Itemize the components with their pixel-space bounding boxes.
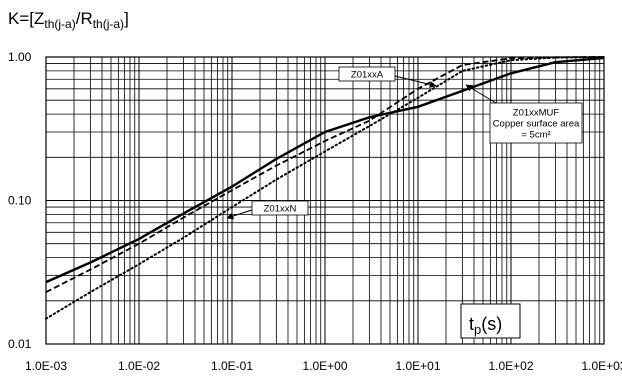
y-tick-label: 0.01 (8, 337, 32, 351)
annotation-z01xxmuf-text: Z01xxMUF (513, 108, 560, 119)
annotation-z01xxn-arrow (226, 209, 253, 220)
annotation-z01xxa: Z01xxA (338, 66, 396, 82)
x-tick-label: 1.0E-02 (118, 359, 160, 373)
x-axis-label: tp(s) (469, 314, 502, 337)
series-z01xxa-line (45, 56, 605, 293)
y-tick-label: 0.10 (8, 194, 32, 208)
x-tick-label: 1.0E-01 (211, 359, 253, 373)
x-tick-label: 1.0E+02 (488, 359, 533, 373)
series-z01xxmuf-line (45, 56, 605, 284)
x-tick-label: 1.0E-03 (25, 359, 67, 373)
tick-labels: 1.0E-03 1.0E-02 1.0E-01 1.0E+00 1.0E+01 1.0E+… (8, 50, 622, 373)
annotation-z01xxmuf-text: = 5cm² (521, 130, 550, 141)
annotation-z01xxa-frame (338, 66, 396, 82)
series-z01xxn-line (45, 56, 605, 320)
chart-title: K=[Zth(j-a)/Rth(j-a)] (8, 9, 129, 31)
annotation-z01xxmuf-arrow (465, 84, 497, 104)
x-axis-label-frame (460, 303, 521, 339)
plot-frame (45, 56, 605, 345)
annotation-z01xxn-frame (251, 200, 309, 216)
annotation-z01xxn: Z01xxN (251, 200, 309, 216)
annotation-z01xxa-text: Z01xxA (351, 70, 384, 81)
annotation-z01xxn-text: Z01xxN (264, 204, 297, 215)
series-lines (45, 56, 605, 320)
annotation-z01xxmuf-text: Copper surface area (493, 119, 580, 130)
x-tick-label: 1.0E+03 (581, 359, 622, 373)
annotation-z01xxa-arrow (394, 75, 437, 88)
x-tick-label: 1.0E+01 (395, 359, 440, 373)
x-axis-label-box: tp(s) (460, 303, 521, 339)
x-tick-label: 1.0E+00 (302, 359, 347, 373)
y-tick-label: 1.00 (8, 50, 32, 64)
grid (45, 57, 604, 345)
annotation-z01xxmuf-frame (489, 102, 583, 144)
